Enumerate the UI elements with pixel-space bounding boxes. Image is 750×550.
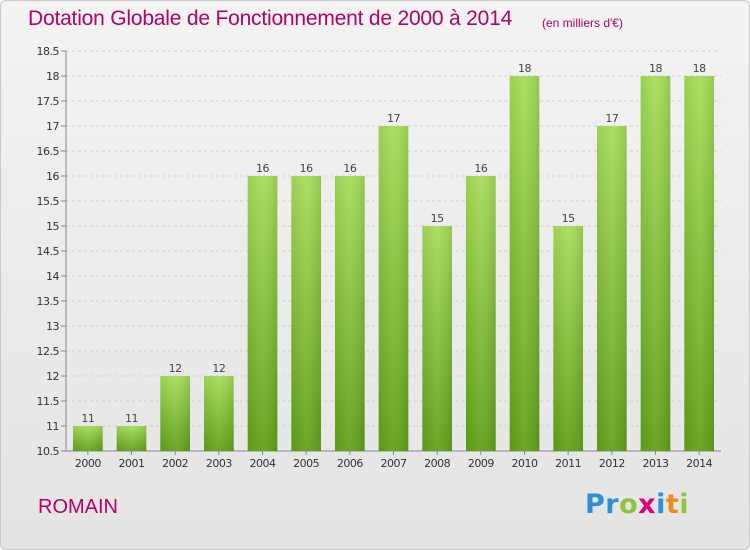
value-label-2006: 16	[343, 162, 356, 175]
value-label-2013: 18	[649, 62, 662, 75]
chart-title: Dotation Globale de Fonctionnement de 20…	[28, 7, 513, 30]
y-tick-label: 17	[46, 120, 59, 133]
proxiti-logo: Proxiti	[585, 489, 690, 520]
x-tick-label-2006: 2006	[337, 457, 363, 470]
value-label-2001: 11	[125, 412, 138, 425]
y-tick-label: 15	[46, 220, 59, 233]
y-tick-label: 14.5	[37, 245, 60, 258]
y-tick-label: 18	[46, 70, 59, 83]
value-label-2010: 18	[518, 62, 531, 75]
y-tick-label: 15.5	[37, 195, 60, 208]
y-tick-label: 18.5	[37, 45, 60, 58]
bar-shade-2004	[247, 176, 278, 451]
y-tick-label: 11	[46, 420, 59, 433]
value-label-2002: 12	[169, 362, 182, 375]
y-tick-label: 17.5	[37, 95, 60, 108]
x-tick-label-2009: 2009	[468, 457, 494, 470]
value-label-2007: 17	[387, 112, 400, 125]
x-tick-label-2003: 2003	[206, 457, 232, 470]
y-tick-label: 10.5	[37, 445, 60, 458]
value-label-2011: 15	[562, 212, 575, 225]
bar-shade-2012	[596, 126, 627, 451]
bar-shade-2003	[203, 376, 234, 451]
commune-name: ROMAIN	[38, 496, 118, 518]
x-tick-label-2014: 2014	[686, 457, 712, 470]
bar-shade-2002	[160, 376, 191, 451]
y-tick-label: 13	[46, 320, 59, 333]
x-tick-label-2004: 2004	[250, 457, 276, 470]
bar-shade-2005	[291, 176, 322, 451]
x-tick-label-2001: 2001	[119, 457, 145, 470]
value-label-2005: 16	[300, 162, 313, 175]
value-label-2014: 18	[693, 62, 706, 75]
bar-shade-2001	[116, 426, 147, 451]
x-tick-label-2002: 2002	[162, 457, 188, 470]
y-tick-label: 16	[46, 170, 59, 183]
x-tick-label-2000: 2000	[75, 457, 101, 470]
y-tick-label: 11.5	[37, 395, 60, 408]
y-tick-label: 12.5	[37, 345, 60, 358]
y-tick-label: 14	[46, 270, 59, 283]
bar-shade-2013	[640, 76, 671, 451]
value-label-2012: 17	[605, 112, 618, 125]
y-tick-label: 16.5	[37, 145, 60, 158]
bar-shade-2006	[334, 176, 365, 451]
labels: 10.5 11 11.5 12 12.5 13 13.5 14 14.5 15 15.5 16 16.5…	[37, 45, 714, 470]
x-tick-label-2005: 2005	[293, 457, 319, 470]
x-tick-label-2008: 2008	[424, 457, 450, 470]
x-tick-label-2013: 2013	[643, 457, 669, 470]
bar-shade-2010	[509, 76, 540, 451]
y-tick-label: 12	[46, 370, 59, 383]
unit-note: (en milliers d'€)	[542, 16, 623, 30]
bars	[72, 76, 715, 451]
value-label-2004: 16	[256, 162, 269, 175]
x-tick-label-2010: 2010	[512, 457, 538, 470]
x-tick-label-2012: 2012	[599, 457, 625, 470]
bar-shade-2011	[553, 226, 584, 451]
value-label-2000: 11	[81, 412, 94, 425]
bar-shade-2007	[378, 126, 409, 451]
x-tick-label-2011: 2011	[555, 457, 581, 470]
bar-shade-2008	[422, 226, 453, 451]
bar-shade-2009	[465, 176, 496, 451]
value-label-2008: 15	[431, 212, 444, 225]
bar-shade-2014	[684, 76, 715, 451]
value-label-2003: 12	[212, 362, 225, 375]
value-label-2009: 16	[474, 162, 487, 175]
x-tick-label-2007: 2007	[381, 457, 407, 470]
y-tick-label: 13.5	[37, 295, 60, 308]
bar-shade-2000	[72, 426, 103, 451]
